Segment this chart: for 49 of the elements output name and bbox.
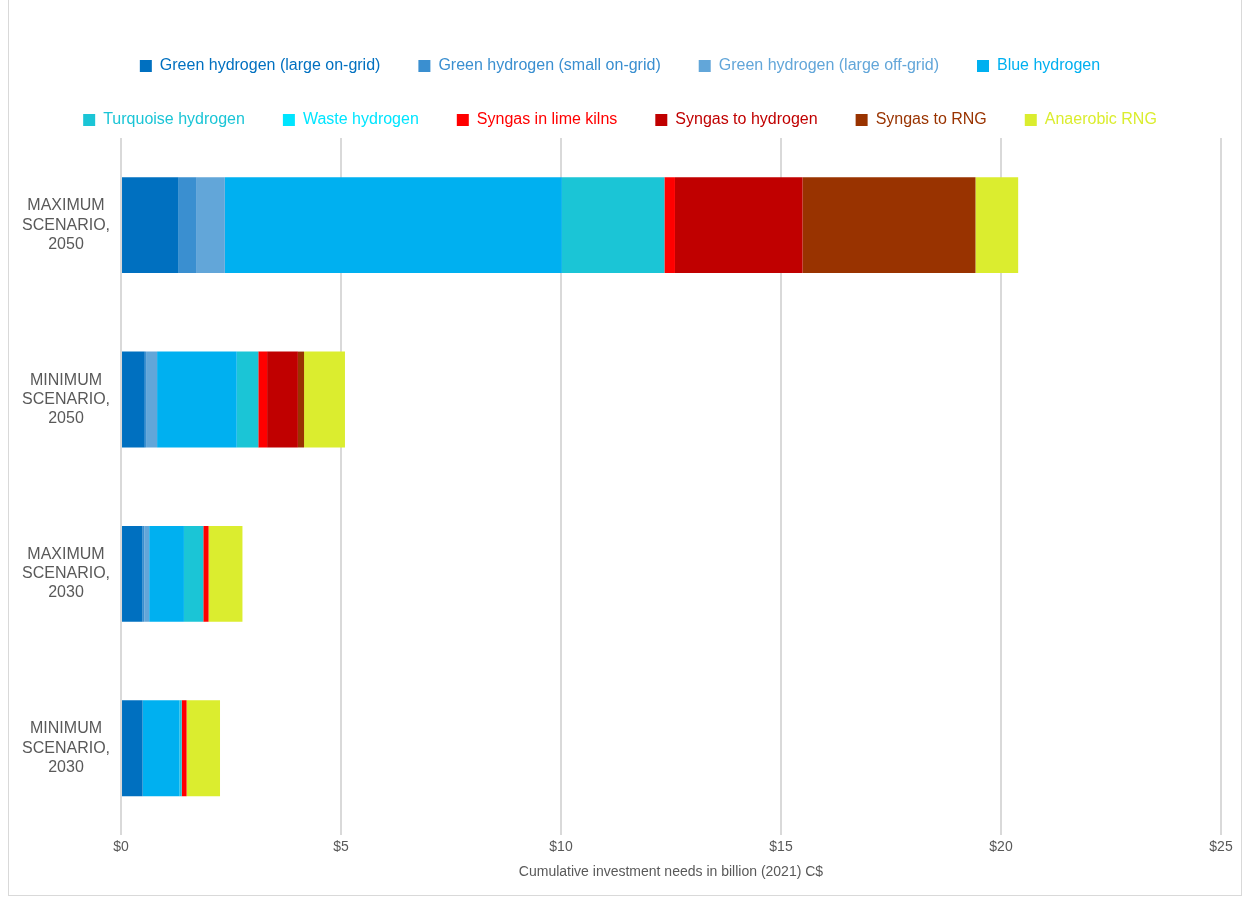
bar (224, 177, 562, 274)
legend-label: Syngas in lime kilns (476, 110, 618, 128)
y-tick-label: MINIMUM SCENARIO, 2030 (22, 719, 111, 775)
bar (157, 351, 237, 448)
bar (179, 700, 182, 797)
bar (196, 177, 225, 274)
y-tick-label: MINIMUM SCENARIO, 2050 (22, 370, 111, 427)
bar (144, 525, 150, 622)
bar (802, 177, 976, 274)
legend-label: Anaerobic RNG (1044, 110, 1157, 128)
bar (183, 525, 204, 622)
bar (975, 177, 1019, 274)
bar (122, 177, 179, 274)
bar (236, 351, 259, 448)
bar (186, 700, 221, 797)
legend-label: Waste hydrogen (302, 110, 419, 128)
legend-label: Green hydrogen (large on-grid) (159, 56, 381, 74)
bar (561, 177, 665, 274)
legend-label: Syngas to hydrogen (675, 110, 818, 128)
x-tick-label: $5 (333, 837, 350, 854)
x-tick-label: $20 (989, 837, 1013, 854)
legend-label: Blue hydrogen (996, 56, 1101, 74)
bar (297, 351, 305, 448)
legend-label: Turquoise hydrogen (103, 110, 245, 128)
x-tick-label: $25 (1209, 837, 1233, 854)
legend-label: Syngas to RNG (875, 110, 987, 128)
x-tick-label: $15 (769, 837, 793, 854)
bar (146, 351, 158, 448)
legend-label: Green hydrogen (large off-grid) (718, 56, 939, 74)
bar (122, 700, 143, 797)
bar (203, 525, 209, 622)
bar (664, 177, 675, 274)
legend-label: Green hydrogen (small on-grid) (438, 56, 661, 74)
y-tick-label: MAXIMUM SCENARIO, 2030 (22, 545, 111, 601)
bar (674, 177, 803, 274)
bar (208, 525, 243, 622)
bar (122, 525, 143, 622)
bar (149, 525, 184, 622)
x-tick-label: $0 (113, 837, 130, 854)
y-tick-label: MAXIMUM SCENARIO, 2050 (22, 196, 111, 252)
bar (142, 700, 180, 797)
x-tick-label: $10 (549, 837, 573, 854)
bar (267, 351, 298, 448)
x-axis-title: Cumulative investment needs in billion (2021) C$ (518, 863, 824, 880)
bar (122, 351, 145, 448)
bar (181, 700, 187, 797)
bar (258, 351, 268, 448)
bar (178, 177, 197, 274)
bar (304, 351, 345, 448)
